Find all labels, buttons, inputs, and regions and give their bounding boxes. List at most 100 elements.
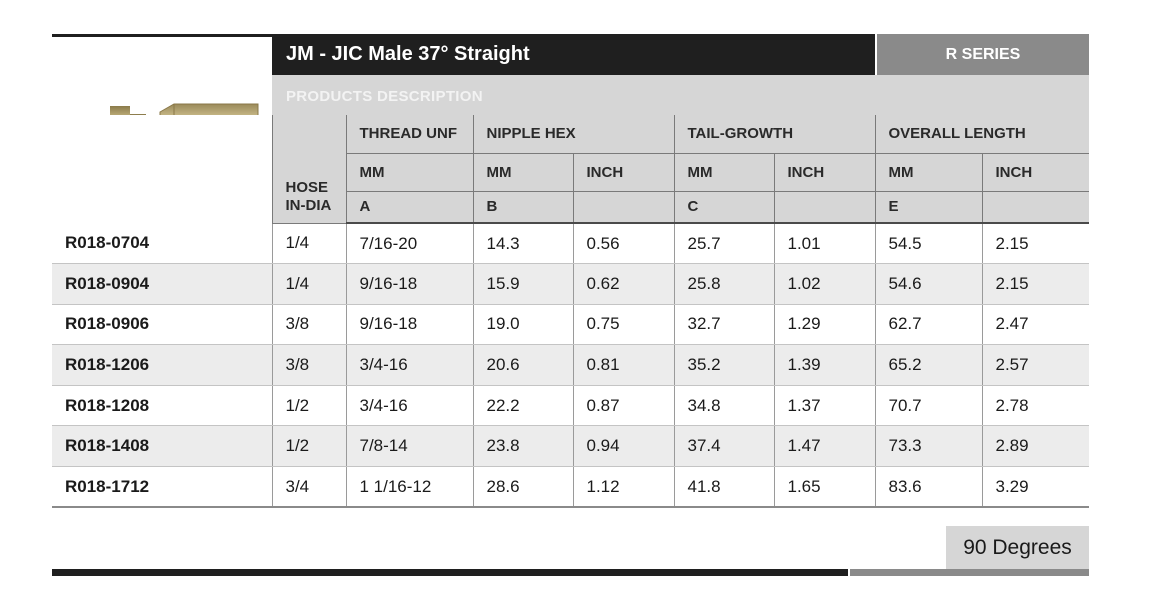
overall-inch-letter [982, 191, 1090, 224]
overall-mm: 73.3 [875, 425, 983, 468]
header-blank-cell [52, 115, 273, 223]
overall-inch: 3.29 [982, 466, 1090, 509]
hose-label-1: HOSE [285, 178, 329, 196]
nipple-inch: 0.81 [573, 344, 675, 386]
footer-rule-dark [52, 569, 848, 576]
nipple-inch: 0.62 [573, 263, 675, 305]
thread-letter: A [346, 191, 474, 224]
overall-mm: 62.7 [875, 304, 983, 346]
nipple-mm: 28.6 [473, 466, 574, 509]
degrees-badge: 90 Degrees [946, 526, 1089, 569]
tail-mm-unit: MM [674, 153, 775, 192]
nipple-inch: 0.56 [573, 223, 675, 265]
nipple-mm: 22.2 [473, 385, 574, 427]
hose-dia: 3/8 [272, 344, 347, 386]
footer-rule-gray [850, 569, 1089, 576]
overall-letter: E [875, 191, 983, 224]
tail-mm: 25.8 [674, 263, 775, 305]
part-number: R018-1206 [52, 344, 273, 386]
col-overall-header: OVERALL LENGTH [875, 115, 1090, 154]
overall-mm: 70.7 [875, 385, 983, 427]
thread-unit: MM [346, 153, 474, 192]
tail-letter: C [674, 191, 775, 224]
overall-mm: 83.6 [875, 466, 983, 509]
hose-dia: 1/2 [272, 385, 347, 427]
tail-inch: 1.02 [774, 263, 876, 305]
nipple-mm-unit: MM [473, 153, 574, 192]
part-number: R018-1208 [52, 385, 273, 427]
nipple-mm: 15.9 [473, 263, 574, 305]
col-hose-header: HOSE IN-DIA [272, 115, 347, 224]
table-row: R018-0906 3/8 9/16-18 19.0 0.75 32.7 1.2… [52, 304, 1090, 346]
tail-inch: 1.37 [774, 385, 876, 427]
tail-mm: 32.7 [674, 304, 775, 346]
product-title: JM - JIC Male 37° Straight [272, 34, 875, 75]
products-description: PRODUCTS DESCRIPTION [272, 75, 1089, 115]
tail-mm: 41.8 [674, 466, 775, 509]
tail-inch-unit: INCH [774, 153, 876, 192]
tail-inch: 1.47 [774, 425, 876, 468]
overall-mm: 54.5 [875, 223, 983, 265]
tail-inch: 1.39 [774, 344, 876, 386]
overall-inch: 2.57 [982, 344, 1090, 386]
thread-unf: 9/16-18 [346, 304, 474, 346]
overall-inch: 2.15 [982, 223, 1090, 265]
series-label: R SERIES [875, 34, 1089, 75]
part-number: R018-0904 [52, 263, 273, 305]
tail-inch: 1.65 [774, 466, 876, 509]
header-row-groups: HOSE IN-DIA THREAD UNF NIPPLE HEX TAIL-GR… [52, 115, 1090, 224]
overall-inch: 2.89 [982, 425, 1090, 468]
spec-table: HOSE IN-DIA THREAD UNF NIPPLE HEX TAIL-GR… [52, 115, 1090, 509]
table-row: R018-0904 1/4 9/16-18 15.9 0.62 25.8 1.0… [52, 263, 1090, 305]
overall-inch: 2.47 [982, 304, 1090, 346]
overall-mm-unit: MM [875, 153, 983, 192]
thread-unf: 1 1/16-12 [346, 466, 474, 509]
table-row: R018-0704 1/4 7/16-20 14.3 0.56 25.7 1.0… [52, 223, 1090, 265]
thread-unf: 9/16-18 [346, 263, 474, 305]
tail-mm: 25.7 [674, 223, 775, 265]
nipple-mm: 14.3 [473, 223, 574, 265]
table-row: R018-1408 1/2 7/8-14 23.8 0.94 37.4 1.47… [52, 425, 1090, 468]
tail-inch: 1.29 [774, 304, 876, 346]
hose-dia: 1/4 [272, 263, 347, 305]
overall-mm: 65.2 [875, 344, 983, 386]
table-row: R018-1208 1/2 3/4-16 22.2 0.87 34.8 1.37… [52, 385, 1090, 427]
part-number: R018-0906 [52, 304, 273, 346]
overall-inch: 2.78 [982, 385, 1090, 427]
nipple-mm: 20.6 [473, 344, 574, 386]
col-nipple-header: NIPPLE HEX [473, 115, 675, 154]
nipple-inch-unit: INCH [573, 153, 675, 192]
col-tail-header: TAIL-GROWTH [674, 115, 876, 154]
hose-dia: 1/4 [272, 223, 347, 265]
hose-dia: 3/8 [272, 304, 347, 346]
table-row: R018-1206 3/8 3/4-16 20.6 0.81 35.2 1.39… [52, 344, 1090, 386]
nipple-inch: 0.87 [573, 385, 675, 427]
tail-inch-letter [774, 191, 876, 224]
overall-inch-unit: INCH [982, 153, 1090, 192]
nipple-inch: 0.75 [573, 304, 675, 346]
nipple-letter: B [473, 191, 574, 224]
overall-mm: 54.6 [875, 263, 983, 305]
tail-inch: 1.01 [774, 223, 876, 265]
col-thread-header: THREAD UNF [346, 115, 474, 154]
tail-mm: 37.4 [674, 425, 775, 468]
hose-dia: 3/4 [272, 466, 347, 509]
part-number: R018-1408 [52, 425, 273, 468]
nipple-mm: 23.8 [473, 425, 574, 468]
thread-unf: 3/4-16 [346, 385, 474, 427]
nipple-mm: 19.0 [473, 304, 574, 346]
nipple-inch: 1.12 [573, 466, 675, 509]
part-number: R018-0704 [52, 223, 273, 265]
image-top-rule [52, 34, 272, 37]
nipple-inch: 0.94 [573, 425, 675, 468]
tail-mm: 34.8 [674, 385, 775, 427]
thread-unf: 7/16-20 [346, 223, 474, 265]
tail-mm: 35.2 [674, 344, 775, 386]
hose-dia: 1/2 [272, 425, 347, 468]
table-row: R018-1712 3/4 1 1/16-12 28.6 1.12 41.8 1… [52, 466, 1090, 509]
thread-unf: 7/8-14 [346, 425, 474, 468]
part-number: R018-1712 [52, 466, 273, 509]
overall-inch: 2.15 [982, 263, 1090, 305]
hose-label-2: IN-DIA [285, 196, 332, 214]
thread-unf: 3/4-16 [346, 344, 474, 386]
